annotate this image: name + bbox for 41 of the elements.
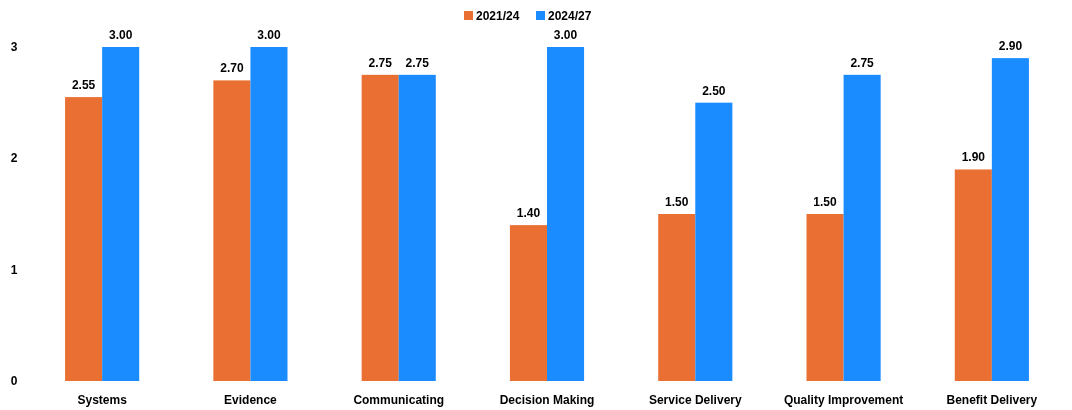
bar [102, 47, 140, 381]
bar [658, 214, 696, 381]
bar [65, 97, 103, 381]
x-tick-label: Decision Making [499, 393, 595, 407]
x-tick-label: Communicating [353, 393, 445, 407]
data-label: 2.70 [220, 61, 244, 76]
bar [954, 169, 992, 381]
bar [361, 74, 399, 381]
bar [547, 47, 585, 381]
bar [806, 214, 844, 381]
y-tick-label: 0 [10, 374, 18, 388]
x-tick-label: Service Delivery [648, 393, 742, 407]
y-tick-label: 3 [10, 40, 18, 54]
data-label: 2.90 [998, 39, 1023, 54]
y-tick-label: 1 [10, 262, 18, 277]
legend-label: 2024/27 [548, 9, 592, 23]
data-label: 2.55 [71, 78, 96, 93]
bar [991, 58, 1029, 381]
data-label: 1.50 [813, 195, 838, 209]
bar [213, 80, 251, 381]
x-tick-label: Systems [77, 393, 128, 407]
data-label: 2.75 [850, 55, 875, 70]
data-label: 1.50 [665, 195, 689, 209]
bar [509, 225, 547, 381]
x-tick-label: Benefit Delivery [946, 393, 1038, 407]
data-label: 3.00 [553, 28, 578, 42]
y-tick-label: 2 [10, 151, 18, 166]
data-label: 1.40 [516, 206, 541, 221]
legend-label: 2021/24 [476, 9, 520, 23]
bar [398, 74, 436, 381]
data-label: 3.00 [257, 28, 281, 42]
x-tick-label: Quality Improvement [783, 393, 904, 407]
bar [695, 102, 733, 381]
data-label: 1.90 [961, 150, 986, 165]
data-label: 2.50 [702, 83, 726, 98]
x-tick-label: Evidence [224, 393, 278, 407]
data-label: 2.75 [368, 55, 393, 70]
bar [250, 47, 288, 381]
data-label: 3.00 [109, 28, 133, 42]
bar [843, 74, 881, 381]
data-label: 2.75 [405, 55, 430, 70]
